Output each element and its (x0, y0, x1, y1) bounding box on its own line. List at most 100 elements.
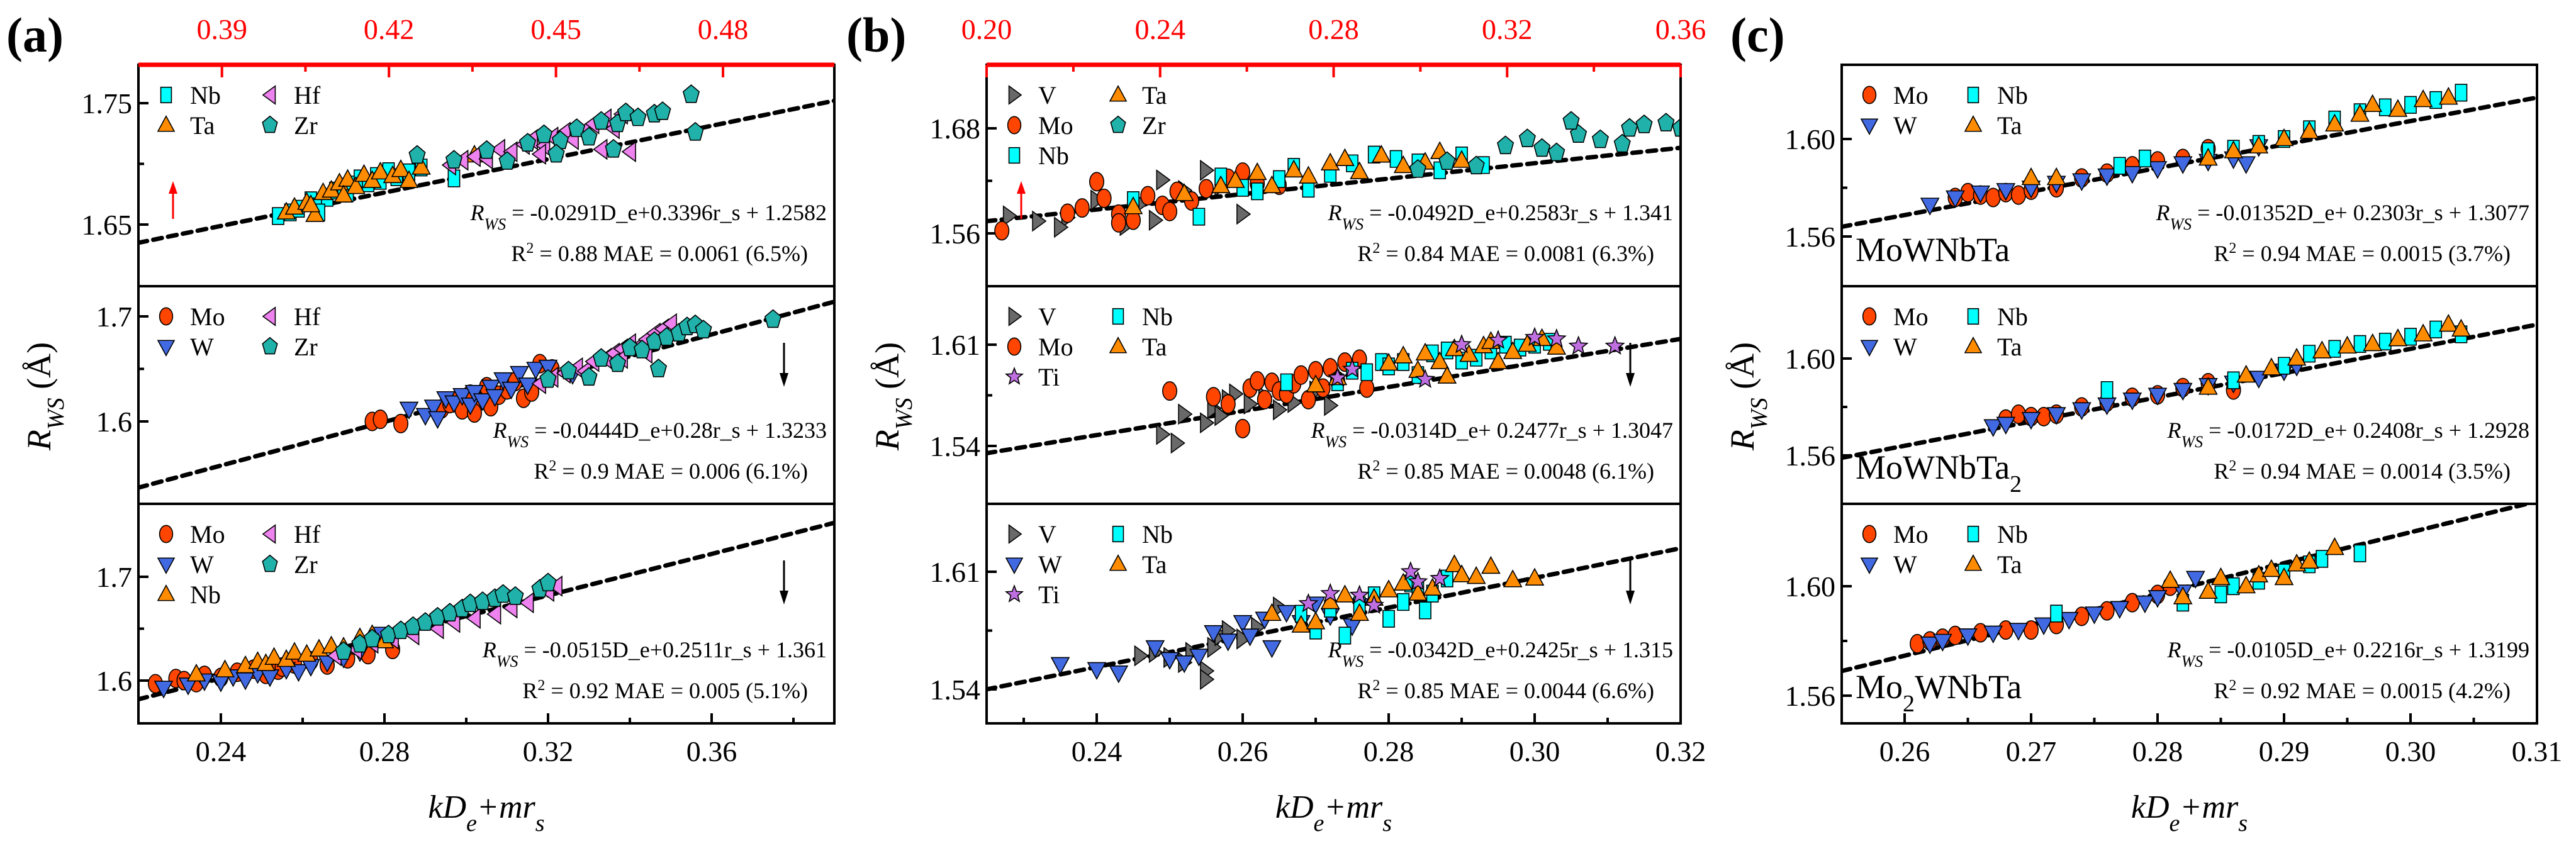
data-point (1200, 412, 1215, 434)
subplot: 1.54 1.61 V Nb W Ta Ti RWS = -0.0342D_e+0.2425r… (930, 503, 1682, 725)
data-point (1414, 369, 1436, 388)
y-tick-label: 1.60 (1785, 343, 1836, 375)
data-point (559, 360, 578, 380)
top-tick-label: 0.48 (698, 13, 749, 45)
data-point (507, 586, 524, 605)
series-nb (2100, 320, 2468, 399)
data-point (423, 399, 444, 418)
data-point (1372, 145, 1391, 163)
data-point (1409, 159, 1426, 178)
data-point (2363, 94, 2383, 113)
data-point (444, 395, 464, 414)
data-point (338, 169, 357, 187)
data-point (1320, 582, 1341, 603)
data-point (1074, 198, 1090, 218)
data-point (2413, 323, 2433, 342)
data-point (1156, 423, 1171, 445)
data-point (1262, 603, 1282, 621)
data-point (2312, 340, 2332, 359)
data-point (346, 176, 366, 194)
fit-line (987, 145, 1681, 224)
data-point (493, 372, 513, 391)
data-point (2249, 370, 2269, 389)
data-point (1207, 637, 1222, 659)
data-point (2059, 611, 2079, 630)
data-point (501, 381, 521, 400)
data-point (154, 681, 174, 699)
data-point (1160, 652, 1180, 670)
data-point (2438, 314, 2458, 332)
data-point (519, 592, 534, 614)
data-point (1174, 183, 1194, 201)
fit-line (987, 337, 1681, 455)
data-point (1111, 213, 1126, 233)
legend-label: Mo (190, 520, 225, 548)
data-point (568, 118, 586, 137)
panel-label-c: (c) (1730, 8, 1785, 62)
data-point (1452, 150, 1472, 168)
legend-label: Ti (1038, 581, 1060, 609)
data-point (284, 196, 305, 215)
data-point (2135, 595, 2155, 614)
data-point (1481, 555, 1501, 574)
data-point (2404, 96, 2417, 114)
data-point (535, 124, 553, 143)
data-point (2148, 590, 2168, 608)
legend-label: W (1893, 550, 1917, 579)
fit-equation: RWS = -0.0172D_e+ 0.2408r_s + 1.2928 (2166, 418, 2529, 451)
data-point (621, 337, 639, 357)
legend-label: Ta (1997, 550, 2022, 579)
data-point (1220, 394, 1236, 414)
subplot-frame (985, 503, 1682, 725)
data-point (1178, 403, 1193, 425)
y-axis-title: RWS (Å) (868, 342, 917, 451)
subplot-frame (137, 503, 836, 725)
data-point (1393, 572, 1413, 591)
fit-equation: RWS = -0.0444D_e+0.28r_s + 1.3233 (492, 418, 827, 451)
panel-label-a: (a) (6, 8, 64, 62)
legend-marker-mo (1862, 525, 1877, 543)
data-point (1672, 118, 1681, 137)
data-point (2274, 128, 2294, 147)
data-point (1189, 648, 1209, 667)
data-point (605, 138, 622, 158)
legend-label: Nb (1038, 142, 1069, 170)
legend-marker-v (1008, 306, 1022, 326)
data-point (1293, 365, 1309, 385)
subplot: 1.6 1.7 Mo Hf W Zr Nb RWS = -0.0515D_e+0.2511r_… (96, 503, 836, 725)
legend-marker-w (1860, 557, 1879, 574)
data-point (547, 143, 565, 163)
top-tick-label: 0.42 (364, 13, 415, 45)
legend-marker-ti (1004, 367, 1024, 385)
x-tick-label: 0.26 (1218, 735, 1268, 767)
legend-marker-mo (159, 525, 174, 543)
legend-marker-zr (1110, 115, 1126, 133)
legend-label: Nb (1997, 520, 2028, 548)
y-tick-label: 1.61 (930, 556, 981, 588)
data-point (428, 411, 447, 430)
arrow-up-icon (169, 181, 177, 219)
data-point (372, 409, 388, 430)
data-point (1445, 554, 1464, 572)
data-point (2021, 167, 2041, 186)
data-point (1247, 162, 1267, 181)
data-point (1054, 216, 1069, 238)
data-point (1148, 209, 1164, 231)
data-point (490, 138, 505, 160)
data-point (1350, 161, 1369, 179)
data-point (2325, 113, 2344, 132)
data-point (592, 111, 610, 130)
data-point (1423, 577, 1442, 596)
data-point (1324, 394, 1339, 416)
data-point (1466, 565, 1486, 584)
data-point (1382, 609, 1395, 628)
data-point (2185, 570, 2205, 589)
legend-label: Mo (1038, 111, 1073, 140)
x-axis-title: kDe+mrs (1275, 789, 1392, 837)
y-axis-title: RWS (Å) (20, 342, 69, 451)
data-point (1299, 165, 1318, 184)
x-axis-title: kDe+mrs (428, 789, 544, 837)
panel-c: 1.56 1.60 Mo Nb W Ta RWS = -0.01352D_e+ 0.2303… (1723, 64, 2562, 837)
